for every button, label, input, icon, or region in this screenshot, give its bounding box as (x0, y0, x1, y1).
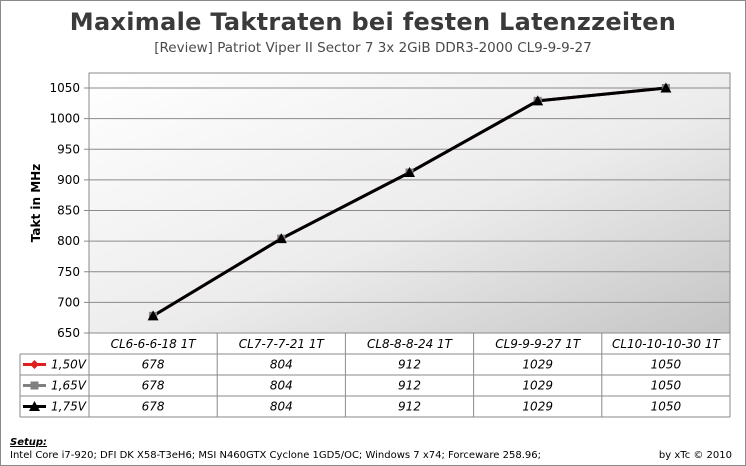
table-cell: 1029 (522, 358, 553, 372)
category-label: CL10-10-10-30 1T (612, 337, 722, 351)
data-table: CL6-6-6-18 1T CL7-7-7-21 1T CL8-8-8-24 1T C… (19, 332, 731, 418)
data-point (404, 167, 415, 178)
table-cell: 1050 (651, 400, 682, 414)
y-tick-label: 1000 (49, 112, 80, 126)
table-cell: 678 (142, 358, 165, 372)
table-cell: 1029 (522, 379, 553, 393)
table-cell: 1050 (651, 379, 682, 393)
table-cell: 1029 (522, 400, 553, 414)
category-label: CL6-6-6-18 1T (111, 337, 198, 351)
series-group (147, 82, 672, 321)
table-cell: 678 (142, 400, 165, 414)
table-cell: 678 (142, 379, 165, 393)
legend-marker (29, 401, 40, 411)
y-tick-label: 750 (57, 265, 80, 279)
table-cell: 912 (398, 379, 421, 393)
setup-text: Intel Core i7-920; DFI DK X58-T3eH6; MSI… (10, 450, 541, 461)
data-point (532, 95, 544, 106)
legend-marker (30, 360, 39, 369)
data-point (660, 82, 672, 93)
table-cell: 912 (398, 400, 421, 414)
credit-text: by xTc © 2010 (658, 450, 732, 461)
table-cell: 804 (270, 379, 293, 393)
category-label: CL9-9-9-27 1T (495, 337, 582, 351)
y-tick-label: 1050 (49, 81, 80, 95)
plot-area (88, 72, 731, 334)
chart-title: Maximale Taktraten bei festen Latenzzeit… (69, 8, 677, 36)
chart-subtitle: [Review] Patriot Viper II Sector 7 3x 2G… (154, 40, 592, 56)
table-cell: 804 (270, 400, 293, 414)
y-tick-label: 850 (57, 204, 80, 218)
table-cell: 804 (270, 358, 293, 372)
table-cell: 912 (398, 358, 421, 372)
y-tick-label: 650 (57, 326, 80, 340)
y-axis: 650 700 750 800 850 900 950 1000 1050 (49, 81, 89, 340)
y-tick-label: 950 (57, 142, 80, 156)
table-cell: 1050 (651, 358, 682, 372)
setup-label: Setup: (10, 437, 48, 448)
grid-lines (89, 87, 730, 334)
y-tick-label: 800 (57, 234, 80, 248)
y-axis-label: Takt in MHz (29, 164, 43, 242)
data-point (275, 233, 287, 244)
legend-marker (30, 381, 39, 390)
legend-label: 1,75V (51, 400, 87, 414)
category-label: CL7-7-7-21 1T (239, 337, 326, 351)
y-tick-label: 900 (57, 173, 80, 187)
y-tick-label: 700 (57, 295, 80, 309)
category-label: CL8-8-8-24 1T (367, 337, 454, 351)
legend-label: 1,50V (51, 358, 87, 372)
legend-label: 1,65V (51, 379, 87, 393)
data-point (147, 310, 159, 321)
